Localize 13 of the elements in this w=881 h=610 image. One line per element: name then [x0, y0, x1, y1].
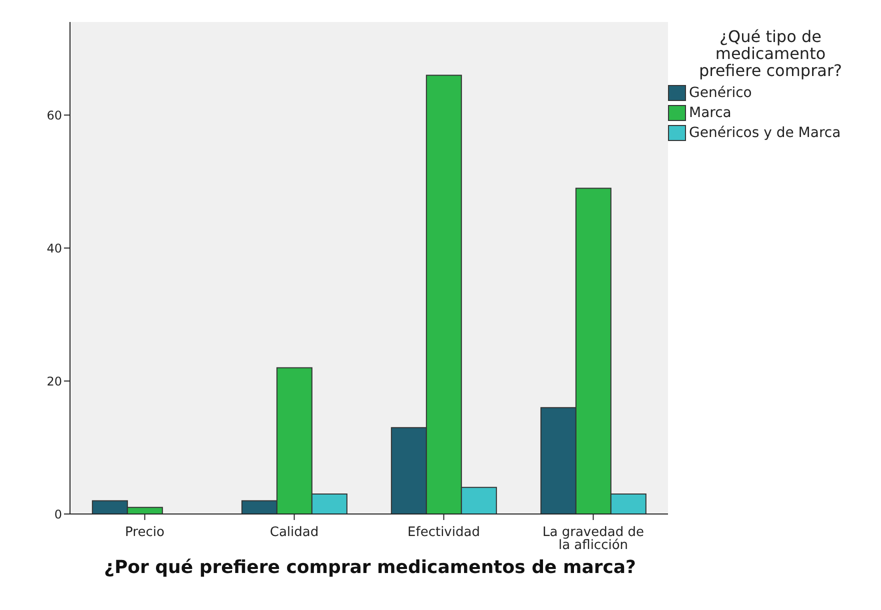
legend-label: Marca — [689, 105, 732, 121]
y-tick-label: 0 — [54, 507, 62, 522]
x-tick-label: Efectividad — [408, 525, 480, 540]
legend-title: ¿Qué tipo de medicamento prefiere comprar? — [698, 27, 844, 80]
x-tick-label: Calidad — [270, 525, 319, 540]
y-tick-label: 60 — [46, 108, 62, 122]
x-tick-label: La gravedad de la aflicción — [542, 525, 644, 553]
legend-label: Genéricos y de Marca — [689, 125, 841, 141]
y-tick-label: 20 — [46, 374, 62, 388]
legend-label: Genérico — [689, 85, 752, 101]
x-axis-title: ¿Por qué prefiere comprar medicamentos de marca? — [103, 557, 637, 578]
y-tick-label: 40 — [46, 241, 62, 256]
x-tick-label: Precio — [125, 525, 164, 540]
